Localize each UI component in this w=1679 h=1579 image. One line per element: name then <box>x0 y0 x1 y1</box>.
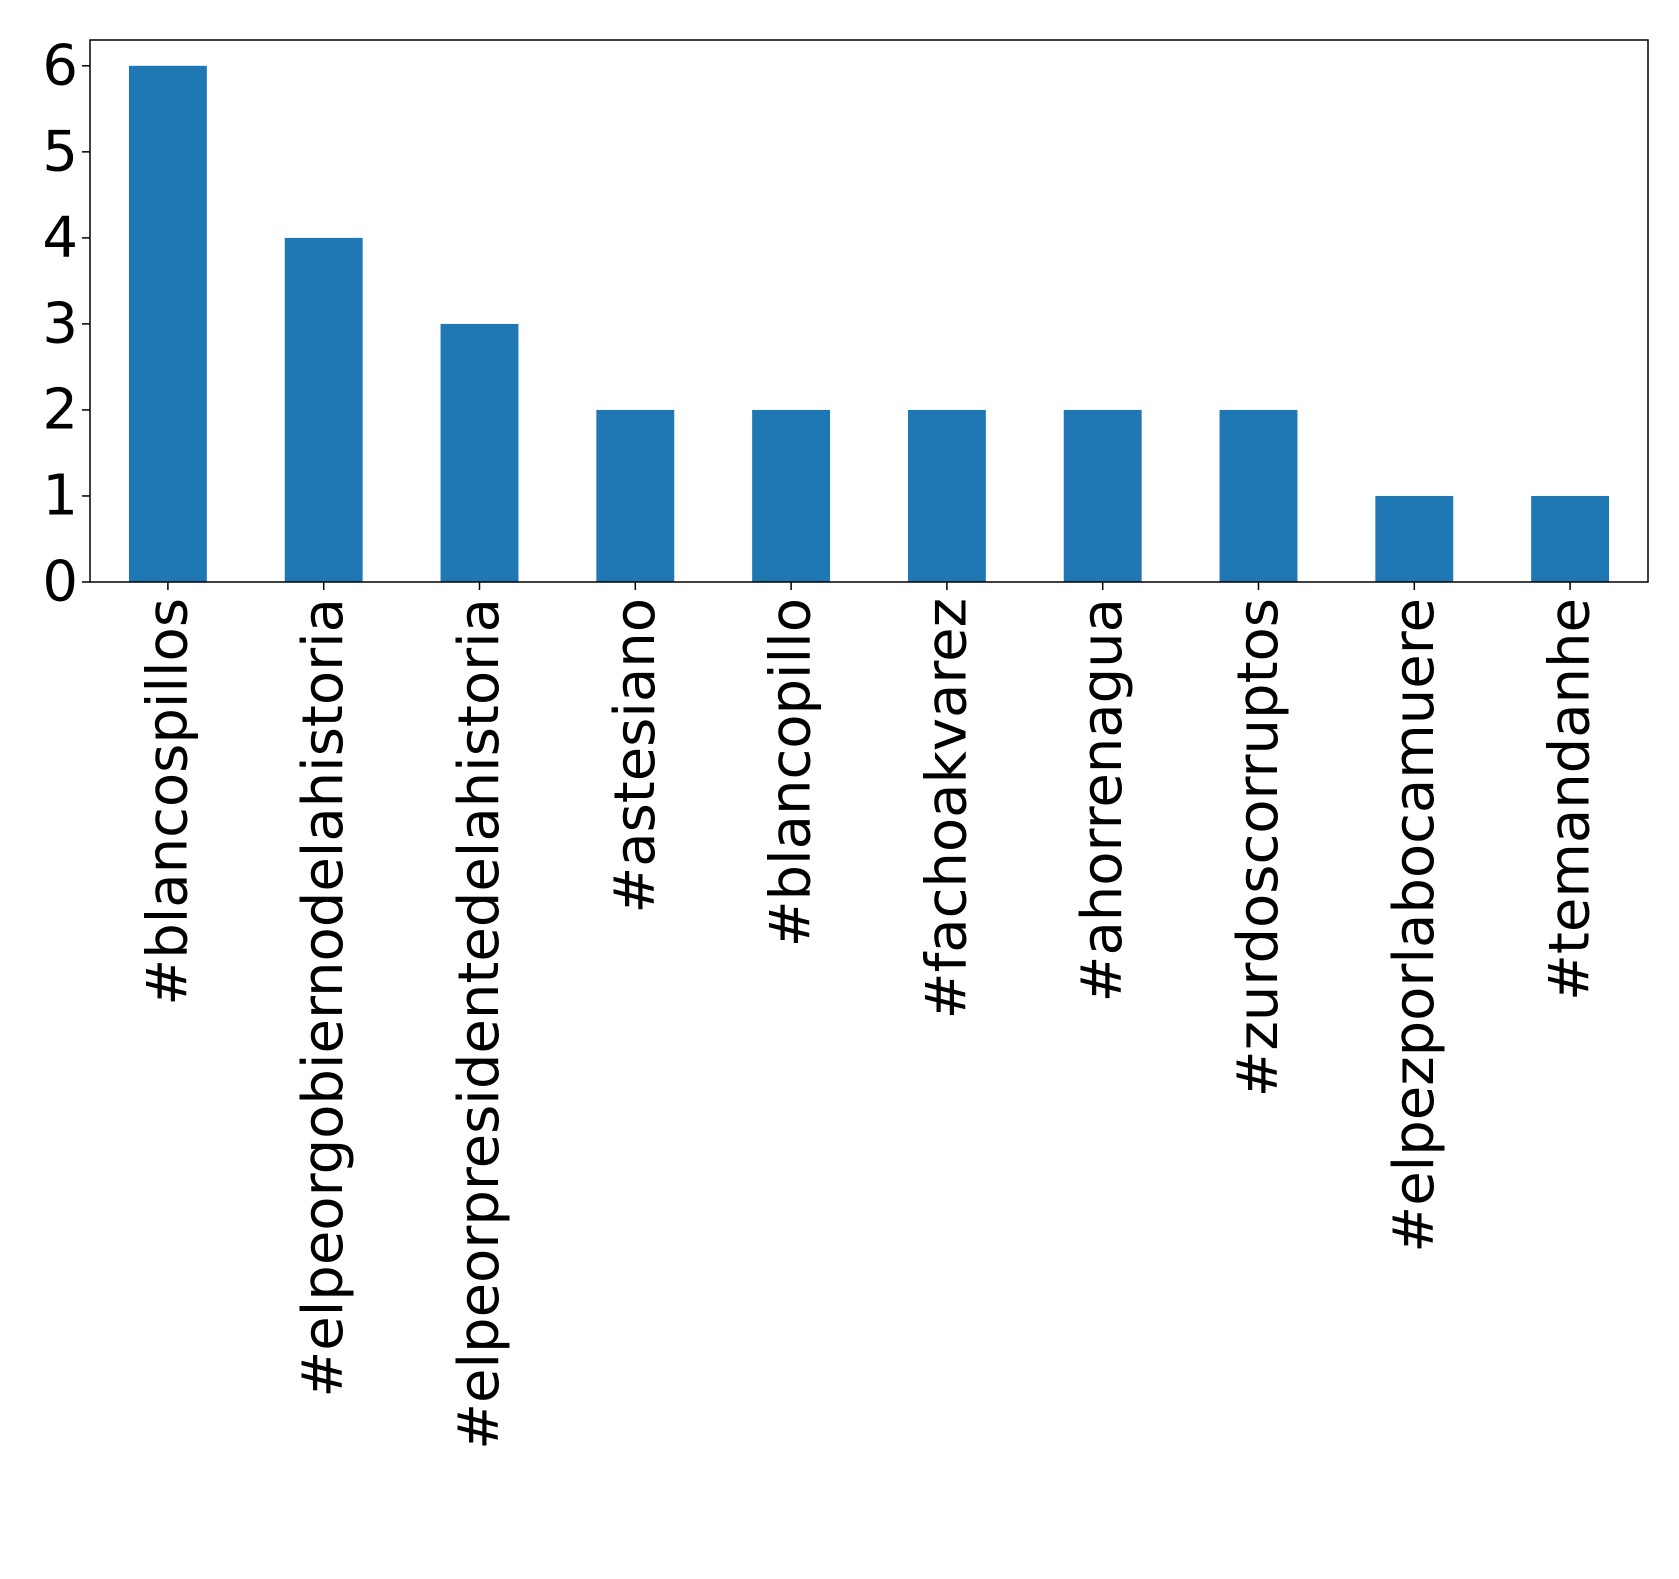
y-tick-label: 5 <box>42 119 78 184</box>
bar-elpezporlabocamuere <box>1375 495 1454 582</box>
x-tick-label: #ahorrenagua <box>1070 598 1135 1002</box>
x-tick-label: #blancopillo <box>759 598 824 947</box>
bar-temandanhe <box>1531 495 1610 582</box>
bar-elpeorpresidentedelahistoria <box>440 323 519 582</box>
x-tick-label: #fachoakvarez <box>914 598 979 1019</box>
y-tick-label: 2 <box>42 377 78 442</box>
x-axis: #blancospillos #elpeorgobiernodelahistori… <box>135 582 1603 1450</box>
x-tick-label: #elpeorpresidentedelahistoria <box>447 598 512 1450</box>
bar-elpeorgobiernodelahistoria <box>284 237 363 582</box>
x-tick-label: #elpeorgobiernodelahistoria <box>291 598 356 1398</box>
plot-area-frame <box>89 39 1649 583</box>
bar-blancopillo <box>752 409 831 582</box>
bar-blancospillos <box>128 65 207 583</box>
y-tick-label: 1 <box>42 463 78 528</box>
y-tick-label: 3 <box>42 291 78 356</box>
x-tick-label: #blancospillos <box>135 598 200 1006</box>
y-tick-label: 4 <box>42 205 78 270</box>
x-tick-label: #astesiano <box>603 598 668 914</box>
x-tick-label: #zurdoscorruptos <box>1226 598 1291 1097</box>
bar-astesiano <box>596 409 675 582</box>
y-tick-label: 6 <box>42 33 78 98</box>
y-axis: 0 1 2 3 4 5 6 <box>42 33 90 615</box>
x-tick-label: #elpezporlabocamuere <box>1382 598 1447 1253</box>
bar-ahorrenagua <box>1063 409 1142 582</box>
x-tick-label: #temandanhe <box>1538 598 1603 1001</box>
bar-fachoakvarez <box>907 409 986 582</box>
bar-zurdoscorruptos <box>1219 409 1298 582</box>
y-tick-label: 0 <box>42 550 78 615</box>
bars-layer <box>128 65 1610 583</box>
